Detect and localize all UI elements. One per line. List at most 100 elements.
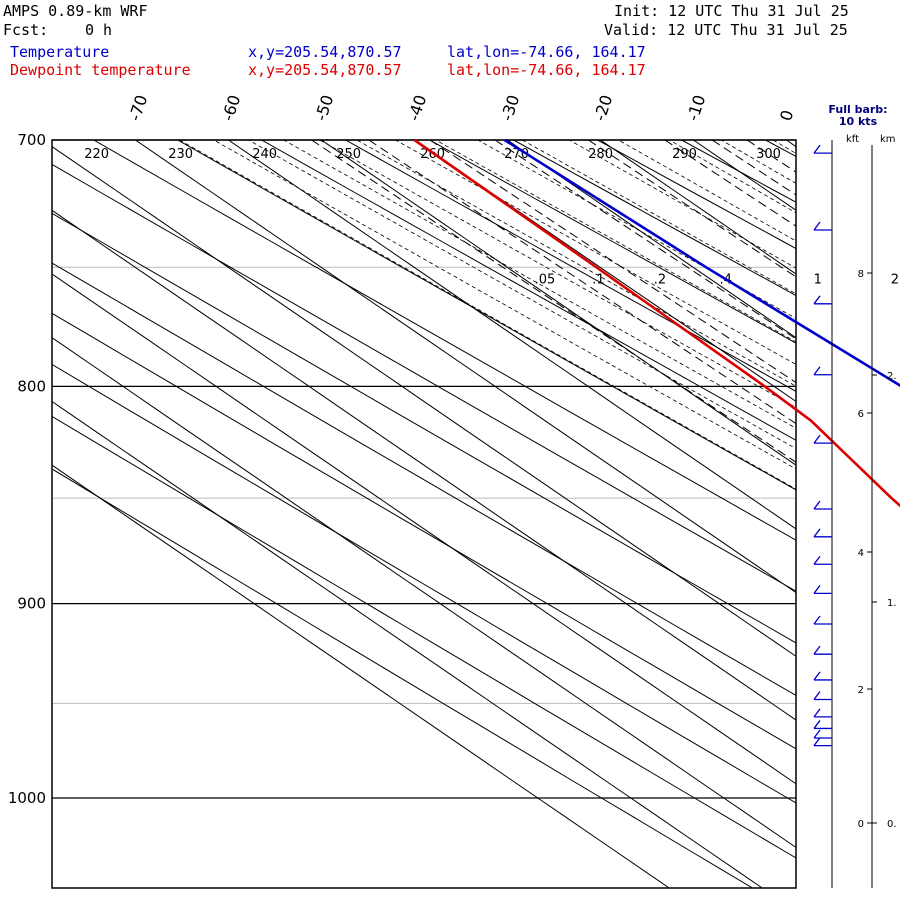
wind-barb	[813, 729, 832, 739]
wind-barb	[813, 144, 832, 154]
valid-time: Valid: 12 UTC Thu 31 Jul 25	[604, 21, 848, 39]
wind-barb	[813, 584, 832, 594]
dry-adiabat-label: 250	[336, 147, 361, 162]
isotherm-line	[506, 140, 796, 339]
wind-barb-flag	[813, 645, 821, 655]
isotherm-label: 0	[776, 108, 797, 124]
dry-adiabat-line	[52, 363, 796, 804]
dewpoint-profile-line	[413, 138, 900, 508]
pressure-tick-label: 800	[17, 377, 46, 395]
kft-tick-label: 0	[858, 819, 864, 830]
moist-adiabat-line	[726, 81, 900, 888]
mixing-ratio-line	[664, 140, 796, 227]
wind-barb-flag	[813, 691, 821, 700]
dry-adiabat-line	[680, 140, 796, 203]
wind-barb	[813, 500, 832, 510]
moist-adiabat-line	[477, 140, 796, 319]
dry-adiabat-line	[764, 140, 796, 158]
wind-barb-flag	[813, 500, 821, 510]
isotherm-line	[52, 337, 796, 849]
isotherm-line	[894, 87, 900, 900]
pressure-tick-label: 700	[17, 131, 46, 149]
mixing-ratio-line	[311, 140, 796, 463]
moist-adiabat-line	[356, 140, 796, 387]
isotherm-line	[52, 400, 764, 888]
kft-tick-label: 6	[858, 409, 864, 420]
isotherm-line	[413, 140, 796, 403]
moist-adiabat-line	[318, 140, 796, 408]
wind-barb-flag	[813, 708, 821, 718]
moist-adiabat-line	[178, 140, 796, 490]
wind-barb	[813, 555, 832, 565]
isotherm-line	[785, 140, 796, 148]
wind-barb-flag	[813, 615, 821, 625]
dry-adiabat-line	[344, 140, 796, 392]
plot-frame	[51, 139, 797, 889]
wind-barb	[813, 528, 832, 538]
barb-legend-line2: 10 kts	[838, 115, 878, 128]
dry-adiabat-line	[512, 140, 796, 297]
dry-adiabat-label: 300	[756, 147, 781, 162]
isotherm-line	[320, 140, 796, 466]
wind-barb-flag	[813, 729, 821, 739]
dry-adiabat-line	[260, 140, 796, 441]
dry-adiabat-label: 240	[252, 147, 277, 162]
legend-dewpoint-label: Dewpoint temperature	[10, 61, 191, 79]
legend-temperature-xy: x,y=205.54,870.57	[248, 43, 402, 61]
moist-adiabat-line	[247, 140, 796, 450]
dry-adiabat-line	[52, 163, 796, 592]
dry-adiabat-line	[52, 312, 796, 750]
wind-barb	[813, 691, 832, 701]
kft-tick-label: 4	[858, 548, 864, 559]
wind-barb-flag	[813, 434, 821, 444]
isotherm-line	[134, 140, 796, 594]
init-time: Init: 12 UTC Thu 31 Jul 25	[614, 2, 849, 20]
isotherm-label: -10	[683, 93, 709, 124]
legend-dewpoint-latlon: lat,lon=-74.66, 164.17	[447, 61, 646, 79]
mixing-ratio-label: 1	[814, 273, 822, 288]
model-title: AMPS 0.89-km WRF	[3, 2, 148, 20]
wind-barb-flag	[813, 555, 821, 565]
moist-adiabat-line	[521, 140, 796, 295]
isotherm-label: -40	[404, 93, 430, 124]
moist-adiabat-line	[617, 140, 796, 242]
km-tick-label: 0.	[887, 819, 897, 830]
wind-barb-flag	[813, 366, 821, 376]
moist-adiabat-line	[212, 140, 796, 470]
moist-adiabat-line	[394, 140, 796, 365]
isotherm-label: -60	[218, 93, 244, 124]
isotherm-label: -70	[125, 93, 151, 124]
km-label: km	[880, 134, 896, 145]
mixing-ratio-line	[368, 140, 796, 425]
wind-barb	[813, 671, 832, 681]
isotherm-label: -30	[497, 93, 523, 124]
mixing-ratio-label: .05	[535, 273, 556, 288]
dry-adiabat-label: 230	[168, 147, 193, 162]
isotherm-line	[52, 145, 796, 657]
moist-adiabat-line	[434, 140, 796, 343]
legend-temperature-label: Temperature	[10, 43, 110, 61]
dry-adiabat-line	[750, 87, 900, 900]
moist-adiabat-line	[825, 81, 900, 888]
barb-legend-line1: Full barb:	[828, 103, 888, 116]
kft-tick-label: 8	[858, 269, 864, 280]
dry-adiabat-line	[52, 468, 754, 888]
wind-barb	[813, 295, 832, 305]
pressure-tick-label: 1000	[8, 789, 46, 807]
temperature-profile-line	[503, 138, 900, 387]
dry-adiabat-line	[52, 262, 796, 697]
wind-barb-flag	[813, 221, 821, 231]
isotherm-line	[599, 140, 796, 275]
mixing-ratio-line	[588, 140, 796, 278]
forecast-label: Fcst:	[3, 21, 49, 39]
mixing-ratio-line	[494, 140, 796, 340]
barb-legend: Full barb: 10 kts	[818, 104, 898, 128]
dry-adiabat-line	[428, 140, 796, 344]
isotherm-line	[692, 140, 796, 211]
wind-barb-flag	[813, 671, 821, 681]
kft-label: kft	[846, 134, 860, 145]
dry-adiabat-line	[833, 87, 900, 900]
mixing-ratio-label: .1	[592, 273, 604, 288]
kft-tick-label: 2	[858, 685, 864, 696]
